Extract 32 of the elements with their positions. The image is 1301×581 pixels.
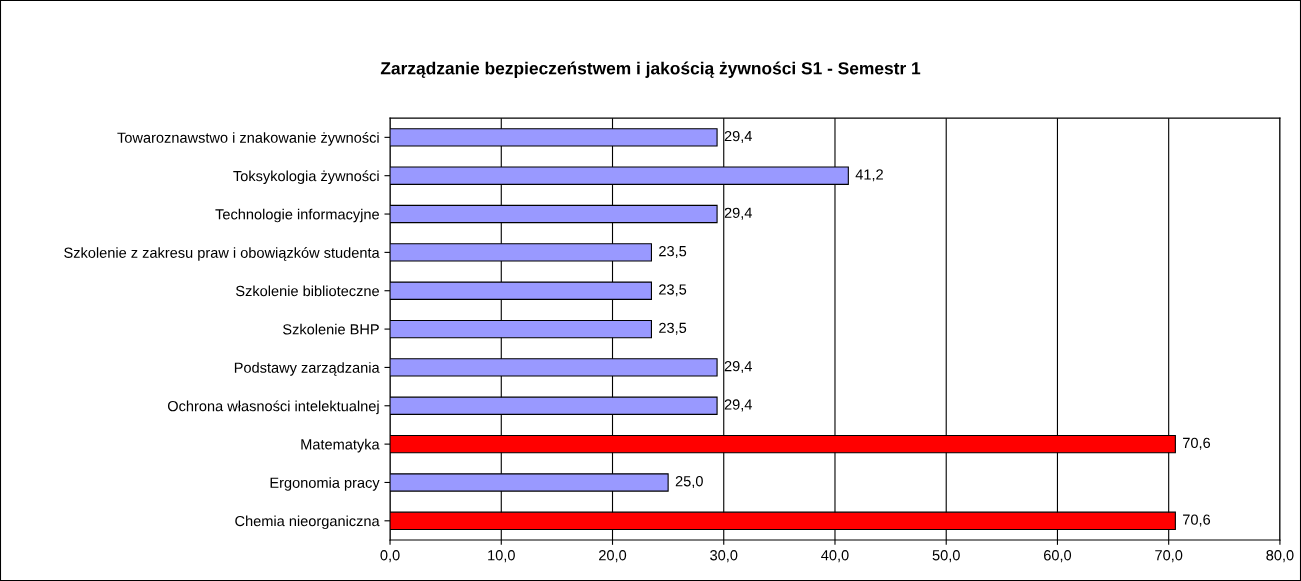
x-tick-label: 50,0 (932, 550, 960, 563)
x-tick-label: 40,0 (821, 550, 849, 563)
y-tick-label: Szkolenie BHP (283, 323, 379, 335)
y-tick-label: Szkolenie biblioteczne (235, 285, 379, 297)
y-tick-label: Toksykologia żywności (233, 170, 379, 185)
data-label: 29,4 (724, 207, 752, 220)
x-tick-label: 0,0 (380, 550, 400, 563)
x-tick-label: 80,0 (1266, 550, 1294, 563)
data-label: 29,4 (724, 399, 752, 412)
x-tick-label: 10,0 (488, 550, 515, 563)
x-tick-label: 30,0 (710, 550, 738, 563)
x-tick-label: 60,0 (1044, 550, 1072, 563)
data-label: 29,4 (724, 130, 752, 143)
data-label: 41,2 (855, 169, 883, 182)
data-label: 70,6 (1183, 514, 1211, 527)
data-label: 70,6 (1183, 437, 1211, 450)
y-tick-label: Szkolenie z zakresu praw i obowiązków studenta (64, 247, 380, 261)
y-tick-label: Ochrona własności intelektualnej (167, 400, 379, 415)
chart-title: Zarządzanie bezpieczeństwem i jakością żywności S1 - Semestr 1 (380, 61, 921, 78)
y-tick-label: Chemia nieorganiczna (235, 515, 380, 530)
data-label: 23,5 (659, 245, 687, 259)
y-tick-label: Technologie informacyjne (215, 208, 379, 223)
data-label: 25,0 (675, 476, 703, 489)
data-label: 23,5 (659, 322, 687, 335)
data-label: 23,5 (659, 284, 687, 297)
data-label: 29,4 (724, 361, 752, 374)
y-tick-label: Ergonomia pracy (270, 477, 380, 491)
x-tick-label: 70,0 (1155, 550, 1183, 563)
x-tick-label: 20,0 (599, 550, 627, 563)
y-tick-label: Towaroznawstwo i znakowanie żywności (117, 131, 379, 146)
y-tick-label: Podstawy zarządzania (234, 362, 380, 376)
y-tick-label: Matematyka (301, 438, 380, 453)
